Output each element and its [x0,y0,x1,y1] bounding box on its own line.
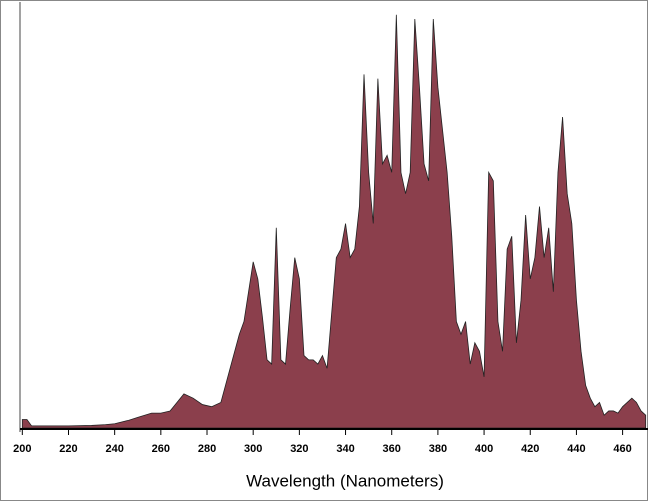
x-tick-label: 460 [613,443,631,455]
x-tick-label: 280 [198,443,216,455]
x-axis-title: Wavelength (Nanometers) [246,471,444,490]
x-tick-label: 400 [475,443,493,455]
x-tick-label: 300 [244,443,262,455]
x-tick-label: 220 [59,443,77,455]
x-tick-label: 380 [429,443,447,455]
area [21,14,647,429]
x-tick-label: 200 [13,443,31,455]
x-tick-label: 320 [290,443,308,455]
x-tick-label: 420 [521,443,539,455]
x-tick-label: 340 [336,443,354,455]
x-tick-label: 240 [105,443,123,455]
x-tick-label: 360 [383,443,401,455]
x-tick-label: 260 [152,443,170,455]
x-tick-label: 440 [567,443,585,455]
